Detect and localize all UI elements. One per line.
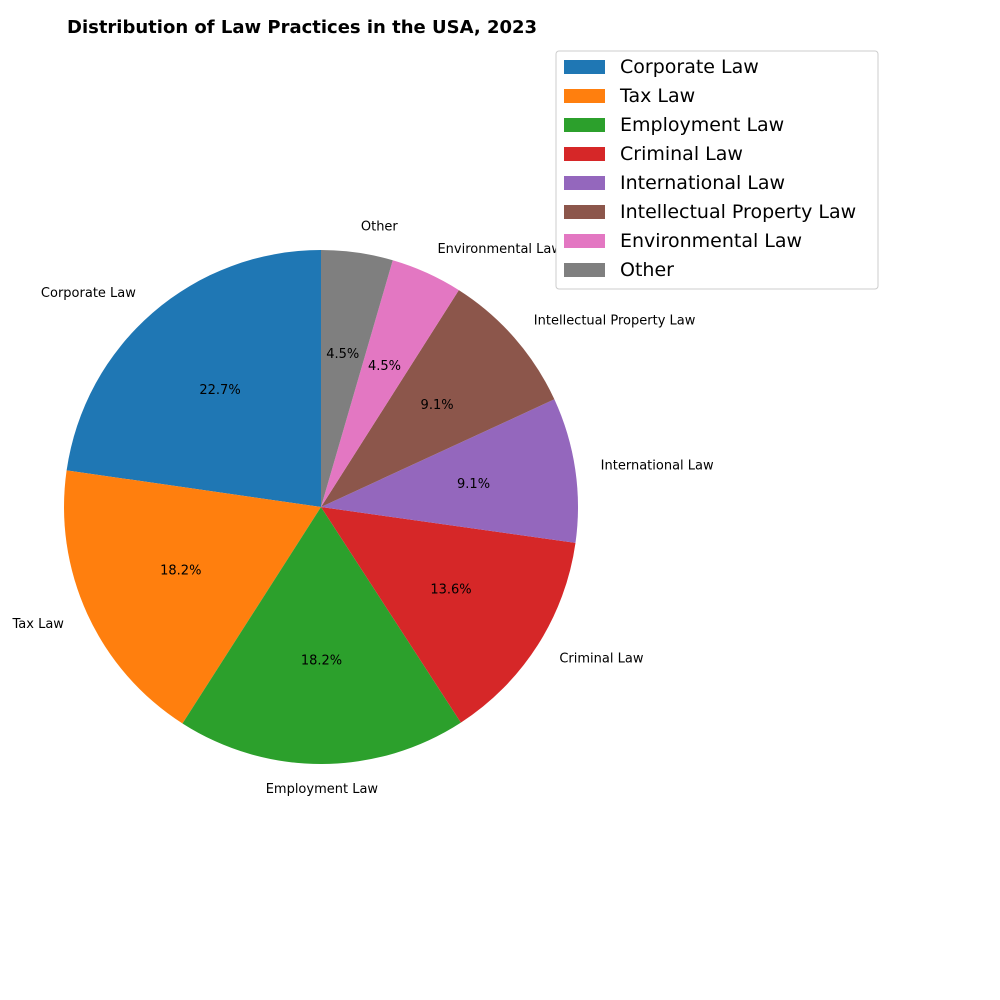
pie-slices (64, 250, 578, 764)
legend-swatch-intellectual-property-law (564, 205, 605, 219)
legend-label-criminal-law: Criminal Law (620, 143, 743, 165)
legend-swatch-international-law (564, 176, 605, 190)
legend-label-corporate-law: Corporate Law (620, 56, 759, 78)
percent-label-other: 4.5% (326, 347, 359, 362)
slice-criminal-law (321, 507, 576, 723)
percent-label-corporate-law: 22.7% (199, 383, 240, 398)
slice-label-environmental-law: Environmental Law (437, 242, 562, 257)
legend-label-intellectual-property-law: Intellectual Property Law (620, 201, 856, 223)
percent-label-tax-law: 18.2% (160, 564, 201, 579)
legend-swatch-employment-law (564, 118, 605, 132)
slice-environmental-law (321, 260, 459, 507)
slice-label-international-law: International Law (601, 458, 714, 473)
legend-swatch-other (564, 263, 605, 277)
percent-labels: 22.7% 18.2% 18.2% 13.6% 9.1% 9.1% 4.5% 4.5% (160, 347, 490, 669)
legend-swatch-tax-law (564, 89, 605, 103)
slice-label-employment-law: Employment Law (266, 782, 379, 797)
legend-label-tax-law: Tax Law (619, 85, 695, 107)
legend-label-other: Other (620, 259, 674, 281)
legend: Corporate Law Tax Law Employment Law Crimin… (555, 50, 879, 290)
legend-swatch-environmental-law (564, 234, 605, 248)
slice-label-criminal-law: Criminal Law (559, 651, 643, 666)
percent-label-international-law: 9.1% (457, 477, 490, 492)
percent-label-environmental-law: 4.5% (368, 359, 401, 374)
slice-corporate-law (66, 250, 321, 507)
slice-tax-law (64, 470, 321, 724)
legend-label-environmental-law: Environmental Law (620, 230, 802, 252)
slice-intellectual-property-law (321, 290, 555, 507)
percent-label-employment-law: 18.2% (301, 654, 342, 669)
legend-entries: Corporate Law Tax Law Employment Law Crimin… (564, 56, 856, 281)
slice-label-corporate-law: Corporate Law (41, 286, 136, 301)
legend-frame (555, 50, 879, 290)
percent-label-intellectual-property-law: 9.1% (421, 398, 454, 413)
legend-label-employment-law: Employment Law (620, 114, 784, 136)
legend-label-international-law: International Law (620, 172, 785, 194)
slice-label-other: Other (361, 220, 399, 235)
slice-employment-law (182, 507, 461, 764)
chart-title: Distribution of Law Practices in the USA… (67, 17, 537, 38)
slice-international-law (321, 399, 578, 543)
slice-labels: Corporate Law Tax Law Employment Law Crimin… (12, 220, 714, 798)
legend-swatch-corporate-law (564, 60, 605, 74)
slice-other (321, 250, 393, 507)
slice-label-intellectual-property-law: Intellectual Property Law (534, 313, 696, 328)
legend-swatch-criminal-law (564, 147, 605, 161)
slice-label-tax-law: Tax Law (12, 617, 65, 632)
percent-label-criminal-law: 13.6% (430, 582, 471, 597)
